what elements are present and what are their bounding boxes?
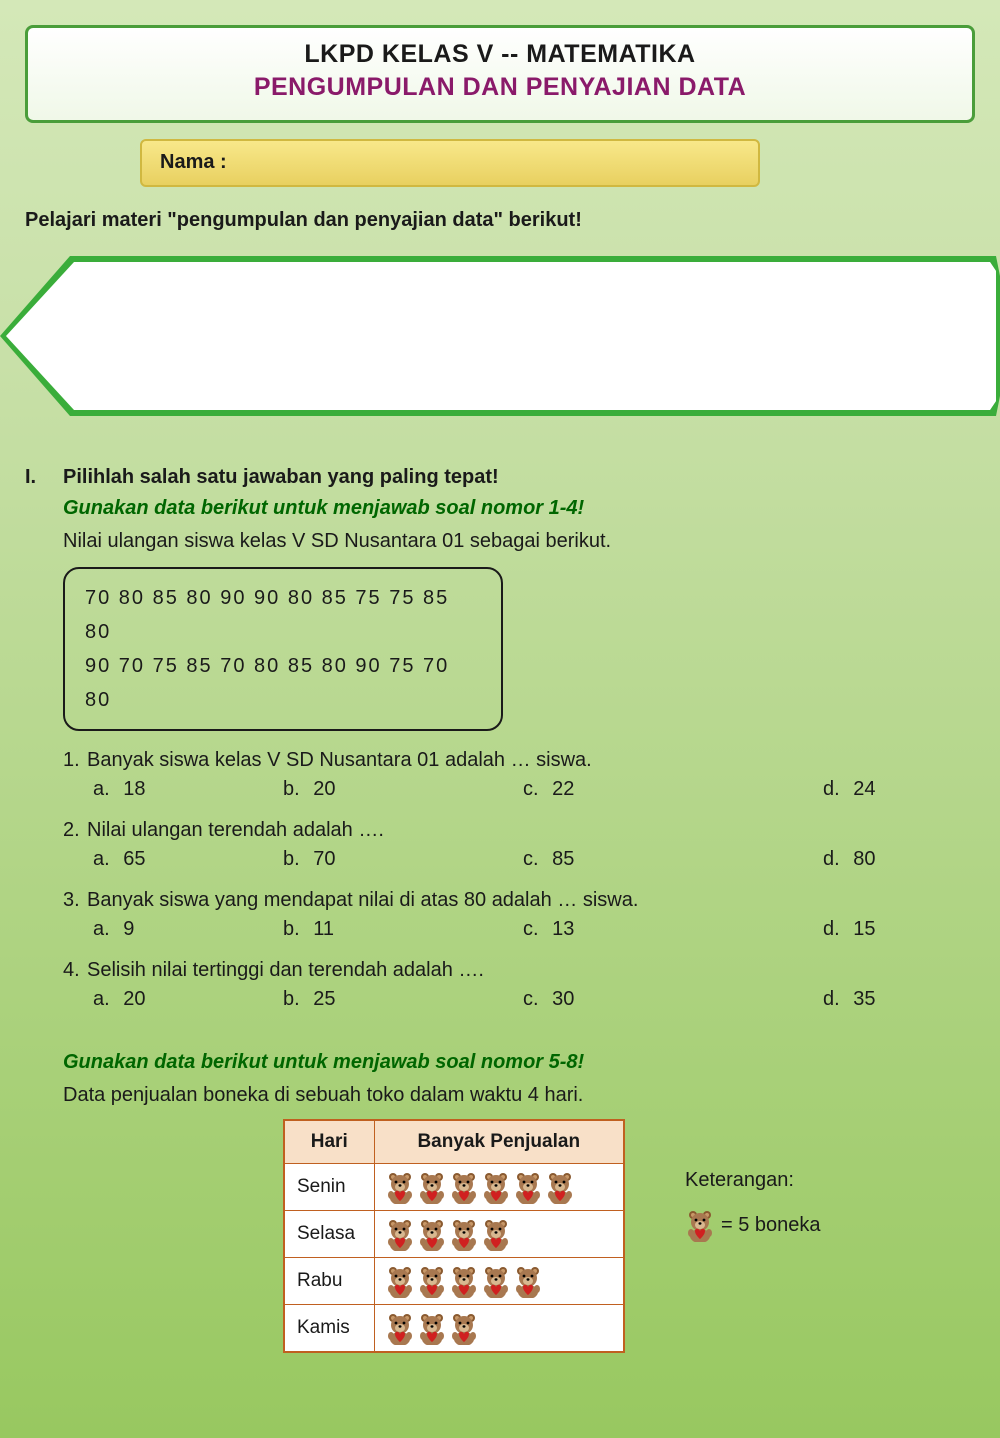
bear-icon <box>481 1264 511 1298</box>
question-number: 4. <box>63 959 87 982</box>
day-cell: Kamis <box>284 1305 374 1353</box>
data-box: 70 80 85 80 90 90 80 85 75 75 85 80 90 7… <box>63 567 503 731</box>
day-cell: Selasa <box>284 1211 374 1258</box>
pictograph-table: Hari Banyak Penjualan Senin <box>283 1119 625 1353</box>
question-options: a. 9 b. 11 c. 13 d. 15 <box>93 918 975 941</box>
option-b[interactable]: b. 11 <box>283 918 523 941</box>
icons-cell <box>374 1211 624 1258</box>
question-number: 2. <box>63 819 87 842</box>
bear-icon <box>417 1170 447 1204</box>
bear-icon <box>481 1170 511 1204</box>
day-cell: Senin <box>284 1164 374 1211</box>
bear-icon <box>513 1264 543 1298</box>
header-subtitle: PENGUMPULAN DAN PENYAJIAN DATA <box>28 73 972 102</box>
question-number: 1. <box>63 749 87 772</box>
bear-icon <box>449 1217 479 1251</box>
table-row: Selasa <box>284 1211 624 1258</box>
table-row: Senin <box>284 1164 624 1211</box>
bear-icon <box>417 1217 447 1251</box>
data1-instruction: Gunakan data berikut untuk menjawab soal… <box>63 497 975 520</box>
option-a[interactable]: a. 65 <box>93 848 283 871</box>
question-2: 2.Nilai ulangan terendah adalah …. <box>63 819 975 842</box>
option-c[interactable]: c. 22 <box>523 778 823 801</box>
question-options: a. 65 b. 70 c. 85 d. 80 <box>93 848 975 871</box>
table-row: Kamis <box>284 1305 624 1353</box>
question-3: 3.Banyak siswa yang mendapat nilai di at… <box>63 889 975 912</box>
bear-icon <box>385 1170 415 1204</box>
bear-icon <box>545 1170 575 1204</box>
bear-icon <box>449 1264 479 1298</box>
question-4: 4.Selisih nilai tertinggi dan terendah a… <box>63 959 975 982</box>
material-hexagon <box>0 246 1000 426</box>
option-a[interactable]: a. 9 <box>93 918 283 941</box>
option-b[interactable]: b. 70 <box>283 848 523 871</box>
section-i: I. Pilihlah salah satu jawaban yang pali… <box>25 466 975 1353</box>
bear-icon <box>685 1208 715 1242</box>
option-d[interactable]: d. 80 <box>823 848 876 871</box>
section-title: Pilihlah salah satu jawaban yang paling … <box>63 466 975 489</box>
bear-icon <box>481 1217 511 1251</box>
header-panel: LKPD KELAS V -- MATEMATIKA PENGUMPULAN D… <box>25 25 975 123</box>
option-b[interactable]: b. 25 <box>283 988 523 1011</box>
question-text: Nilai ulangan terendah adalah …. <box>87 819 384 841</box>
data1-description: Nilai ulangan siswa kelas V SD Nusantara… <box>63 530 975 553</box>
option-c[interactable]: c. 85 <box>523 848 823 871</box>
icons-cell <box>374 1305 624 1353</box>
day-cell: Rabu <box>284 1258 374 1305</box>
option-a[interactable]: a. 18 <box>93 778 283 801</box>
bear-icon <box>385 1264 415 1298</box>
header-title: LKPD KELAS V -- MATEMATIKA <box>28 40 972 69</box>
hexagon-shape <box>0 246 1000 426</box>
option-c[interactable]: c. 30 <box>523 988 823 1011</box>
main-instruction: Pelajari materi "pengumpulan dan penyaji… <box>25 209 1000 232</box>
bear-icon <box>385 1311 415 1345</box>
icons-cell <box>374 1164 624 1211</box>
name-input-box[interactable]: Nama : <box>140 139 760 187</box>
table-header-day: Hari <box>284 1120 374 1164</box>
question-1: 1.Banyak siswa kelas V SD Nusantara 01 a… <box>63 749 975 772</box>
bear-icon <box>449 1311 479 1345</box>
option-d[interactable]: d. 24 <box>823 778 876 801</box>
question-options: a. 20 b. 25 c. 30 d. 35 <box>93 988 975 1011</box>
bear-icon <box>513 1170 543 1204</box>
bear-icon <box>449 1170 479 1204</box>
legend-text: = 5 boneka <box>721 1214 821 1237</box>
question-number: 3. <box>63 889 87 912</box>
icons-cell <box>374 1258 624 1305</box>
option-d[interactable]: d. 15 <box>823 918 876 941</box>
bear-icon <box>417 1311 447 1345</box>
name-label: Nama : <box>160 151 227 173</box>
question-text: Banyak siswa kelas V SD Nusantara 01 ada… <box>87 749 592 771</box>
data-row-2: 90 70 75 85 70 80 85 80 90 75 70 80 <box>85 649 481 717</box>
data2-description: Data penjualan boneka di sebuah toko dal… <box>63 1084 975 1107</box>
option-b[interactable]: b. 20 <box>283 778 523 801</box>
section-number: I. <box>25 466 45 1353</box>
question-options: a. 18 b. 20 c. 22 d. 24 <box>93 778 975 801</box>
bear-icon <box>417 1264 447 1298</box>
question-text: Selisih nilai tertinggi dan terendah ada… <box>87 959 484 981</box>
table-header-sales: Banyak Penjualan <box>374 1120 624 1164</box>
questions: 1.Banyak siswa kelas V SD Nusantara 01 a… <box>63 749 975 1011</box>
option-c[interactable]: c. 13 <box>523 918 823 941</box>
legend-label: Keterangan: <box>685 1169 821 1192</box>
legend: Keterangan: = 5 boneka <box>685 1169 821 1242</box>
question-text: Banyak siswa yang mendapat nilai di atas… <box>87 889 638 911</box>
option-a[interactable]: a. 20 <box>93 988 283 1011</box>
option-d[interactable]: d. 35 <box>823 988 876 1011</box>
data2-instruction: Gunakan data berikut untuk menjawab soal… <box>63 1051 975 1074</box>
table-row: Rabu <box>284 1258 624 1305</box>
bear-icon <box>385 1217 415 1251</box>
data-row-1: 70 80 85 80 90 90 80 85 75 75 85 80 <box>85 581 481 649</box>
